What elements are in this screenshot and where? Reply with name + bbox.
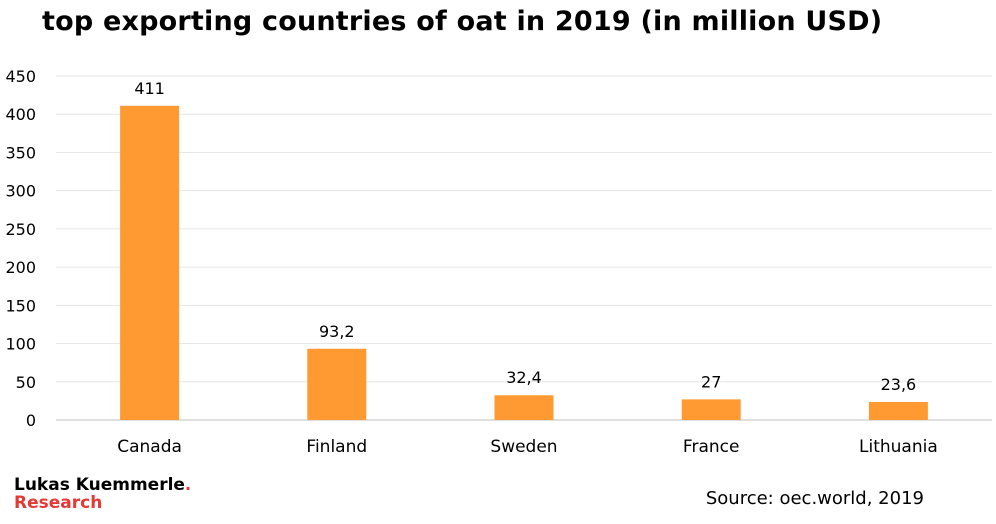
brand-research: Research xyxy=(14,493,103,513)
data-label: 93,2 xyxy=(319,322,355,341)
y-tick-label: 350 xyxy=(5,143,36,162)
data-labels: 411 93,2 32,4 27 23,6 xyxy=(134,79,916,394)
y-tick-label: 50 xyxy=(16,373,36,392)
x-tick-label: Finland xyxy=(306,437,367,457)
y-tick-label: 0 xyxy=(26,411,36,430)
y-tick-label: 450 xyxy=(5,67,36,86)
source-note: Source: oec.world, 2019 xyxy=(705,488,924,509)
bars xyxy=(120,105,928,421)
x-tick-label: Lithuania xyxy=(859,437,938,457)
y-axis-ticks: 0 50 100 150 200 250 300 350 400 450 xyxy=(5,67,36,430)
x-tick-label: Sweden xyxy=(490,437,557,457)
brand-name: Lukas Kuemmerle xyxy=(14,475,185,495)
bar-lithuania xyxy=(868,401,928,420)
data-label: 32,4 xyxy=(506,368,542,387)
brand-dot: . xyxy=(184,475,192,494)
y-tick-label: 400 xyxy=(5,105,36,124)
x-tick-label: France xyxy=(683,437,740,457)
y-tick-label: 150 xyxy=(5,296,36,315)
brand-logo: Lukas Kuemmerle. Research xyxy=(14,475,192,513)
y-tick-label: 100 xyxy=(5,335,36,354)
gridlines xyxy=(56,75,992,421)
data-label: 27 xyxy=(701,372,721,391)
y-tick-label: 250 xyxy=(5,220,36,239)
chart-title: top exporting countries of oat in 2019 (… xyxy=(42,6,883,37)
bar-sweden xyxy=(494,395,554,420)
bar-finland xyxy=(307,348,367,420)
data-label: 411 xyxy=(134,79,165,98)
data-label: 23,6 xyxy=(881,375,917,394)
x-axis-ticks: Canada Finland Sweden France Lithuania xyxy=(117,437,938,457)
y-tick-label: 300 xyxy=(5,182,36,201)
y-tick-label: 200 xyxy=(5,258,36,277)
bar-france xyxy=(681,399,741,420)
x-tick-label: Canada xyxy=(117,437,182,457)
bar-canada xyxy=(120,105,180,421)
